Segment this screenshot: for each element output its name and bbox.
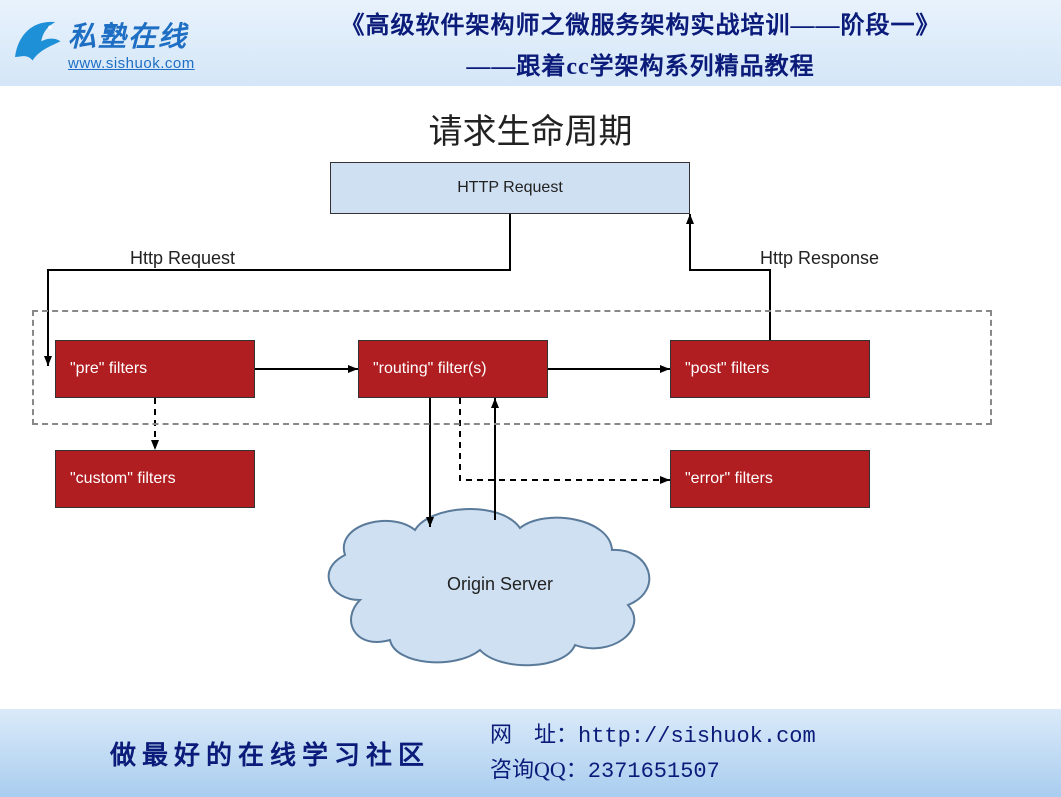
http-response-label-text: Http Response	[760, 248, 879, 269]
post-filters-box: "post" filters	[670, 340, 870, 398]
header-titles: 《高级软件架构师之微服务架构实战培训——阶段一》 ——跟着cc学架构系列精品教程	[220, 5, 1061, 81]
header-title-line-1: 《高级软件架构师之微服务架构实战培训——阶段一》	[341, 5, 941, 40]
footer-qq-value: 2371651507	[588, 759, 720, 784]
footer-url-label: 网 址：	[490, 722, 578, 747]
http-request-label: HTTP Request	[457, 179, 563, 197]
origin-server-label: Origin Server	[447, 574, 553, 594]
footer-url-value: http://sishuok.com	[578, 724, 816, 749]
logo-bird-icon	[8, 15, 64, 71]
origin-server-cloud: Origin Server	[329, 509, 650, 665]
pre-filters-label: "pre" filters	[70, 360, 147, 378]
error-filters-label: "error" filters	[685, 470, 773, 488]
diagram-arrows: Origin Server	[0, 150, 1061, 710]
error-filters-box: "error" filters	[670, 450, 870, 508]
custom-filters-box: "custom" filters	[55, 450, 255, 508]
footer-url-line: 网 址：http://sishuok.com	[490, 718, 816, 753]
footer-slogan: 做最好的在线学习社区	[110, 735, 430, 772]
post-filters-label: "post" filters	[685, 360, 769, 378]
logo-text-cn: 私塾在线	[68, 15, 195, 55]
lifecycle-diagram: Origin Server HTTP Request "pre" filters…	[0, 150, 1061, 710]
http-request-box: HTTP Request	[330, 162, 690, 214]
footer-qq-label: 咨询QQ：	[490, 757, 588, 782]
page-title: 请求生命周期	[0, 104, 1061, 153]
logo-block: 私塾在线 www.sishuok.com	[0, 15, 220, 72]
header-title-line-2: ——跟着cc学架构系列精品教程	[466, 46, 814, 81]
pre-filters-box: "pre" filters	[55, 340, 255, 398]
http-request-label-text: Http Request	[130, 248, 235, 269]
custom-filters-label: "custom" filters	[70, 470, 176, 488]
logo-text-url: www.sishuok.com	[68, 55, 195, 72]
header: 私塾在线 www.sishuok.com 《高级软件架构师之微服务架构实战培训—…	[0, 0, 1061, 86]
routing-filters-label: "routing" filter(s)	[373, 360, 487, 378]
footer-qq-line: 咨询QQ：2371651507	[490, 753, 816, 788]
routing-filters-box: "routing" filter(s)	[358, 340, 548, 398]
footer: 做最好的在线学习社区 网 址：http://sishuok.com 咨询QQ：2…	[0, 709, 1061, 797]
footer-contact: 网 址：http://sishuok.com 咨询QQ：2371651507	[490, 718, 816, 788]
